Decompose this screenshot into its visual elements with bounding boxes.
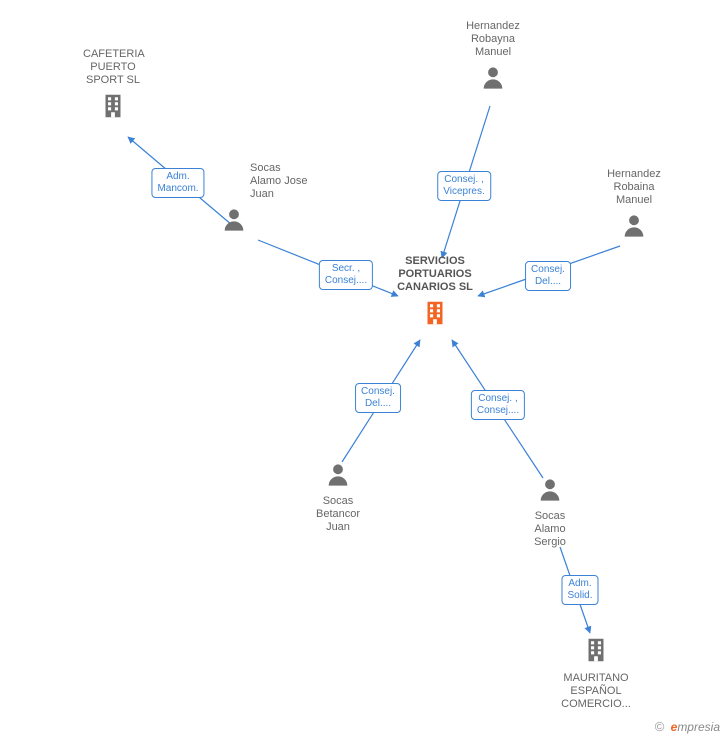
node-label-socas-sergio: Socas Alamo Sergio <box>524 510 576 549</box>
edge-label: Consej. , Consej.... <box>471 390 525 420</box>
node-label-hernandez-robayna: Hernandez Robayna Manuel <box>460 20 526 59</box>
node-socas-betancor[interactable]: Socas Betancor Juan <box>310 460 366 534</box>
node-center-company[interactable]: SERVICIOS PORTUARIOS CANARIOS SL <box>392 255 478 333</box>
node-mauritano[interactable]: MAURITANO ESPAÑOL COMERCIO... <box>560 635 632 711</box>
building-icon <box>420 298 450 328</box>
edge-label: Adm. Solid. <box>561 575 598 605</box>
node-cafeteria[interactable]: CAFETERIA PUERTO SPORT SL <box>83 48 143 126</box>
node-hernandez-robaina[interactable]: Hernandez Robaina Manuel <box>601 168 667 244</box>
node-socas-sergio[interactable]: Socas Alamo Sergio <box>524 475 576 549</box>
person-icon <box>536 475 564 503</box>
person-icon <box>220 205 248 233</box>
watermark: © empresia <box>655 719 720 734</box>
node-socas-jose[interactable]: Socas Alamo Jose Juan <box>220 162 310 238</box>
building-icon <box>98 91 128 121</box>
node-label-cafeteria: CAFETERIA PUERTO SPORT SL <box>83 48 143 87</box>
person-icon <box>620 211 648 239</box>
edge-label: Secr. , Consej.... <box>319 260 373 290</box>
edge-label: Consej. , Vicepres. <box>437 171 491 201</box>
person-icon <box>479 63 507 91</box>
edge-label: Adm. Mancom. <box>151 168 204 198</box>
node-label-hernandez-robaina: Hernandez Robaina Manuel <box>601 168 667 207</box>
person-icon <box>324 460 352 488</box>
node-label-mauritano: MAURITANO ESPAÑOL COMERCIO... <box>560 672 632 711</box>
node-hernandez-robayna[interactable]: Hernandez Robayna Manuel <box>460 20 526 96</box>
edge-label: Consej. Del.... <box>355 383 401 413</box>
node-label-socas-betancor: Socas Betancor Juan <box>310 495 366 534</box>
copyright-symbol: © <box>655 719 665 734</box>
building-icon <box>581 635 611 665</box>
node-label-center: SERVICIOS PORTUARIOS CANARIOS SL <box>392 255 478 294</box>
node-label-socas-jose: Socas Alamo Jose Juan <box>250 162 310 201</box>
brand-rest: mpresia <box>677 720 720 734</box>
edge-label: Consej. Del.... <box>525 261 571 291</box>
